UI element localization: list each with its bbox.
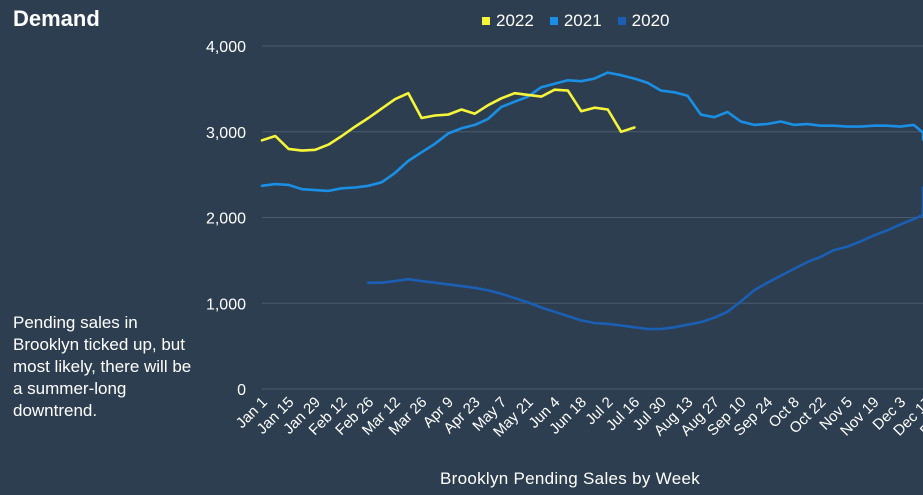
legend: 2022 2021 2020	[482, 11, 669, 31]
legend-item-2020[interactable]: 2020	[617, 11, 670, 31]
y-tick-label: 4,000	[206, 39, 246, 56]
series-line-2021[interactable]	[260, 71, 923, 193]
legend-label-2022: 2022	[496, 11, 534, 30]
legend-label-2021: 2021	[563, 11, 602, 30]
legend-label-2020: 2020	[631, 11, 670, 30]
series-line-2020[interactable]	[367, 186, 923, 331]
legend-swatch-2020	[617, 17, 626, 25]
x-axis-label: Brooklyn Pending Sales by Week	[439, 469, 701, 488]
series-line-2022[interactable]	[260, 88, 636, 152]
legend-swatch-2022	[482, 17, 490, 25]
legend-item-2021[interactable]: 2021	[549, 11, 602, 31]
y-tick-label: 3,000	[206, 125, 246, 142]
chart-annotation: Pending sales in Brooklyn ticked up, but…	[13, 313, 192, 420]
legend-swatch-2021	[549, 17, 558, 25]
legend-item-2022[interactable]: 2022	[482, 11, 534, 31]
chart-title: Demand	[13, 6, 100, 31]
y-tick-label: 2,000	[206, 211, 246, 228]
y-tick-label: 0	[237, 382, 246, 399]
y-tick-label: 1,000	[206, 296, 246, 313]
